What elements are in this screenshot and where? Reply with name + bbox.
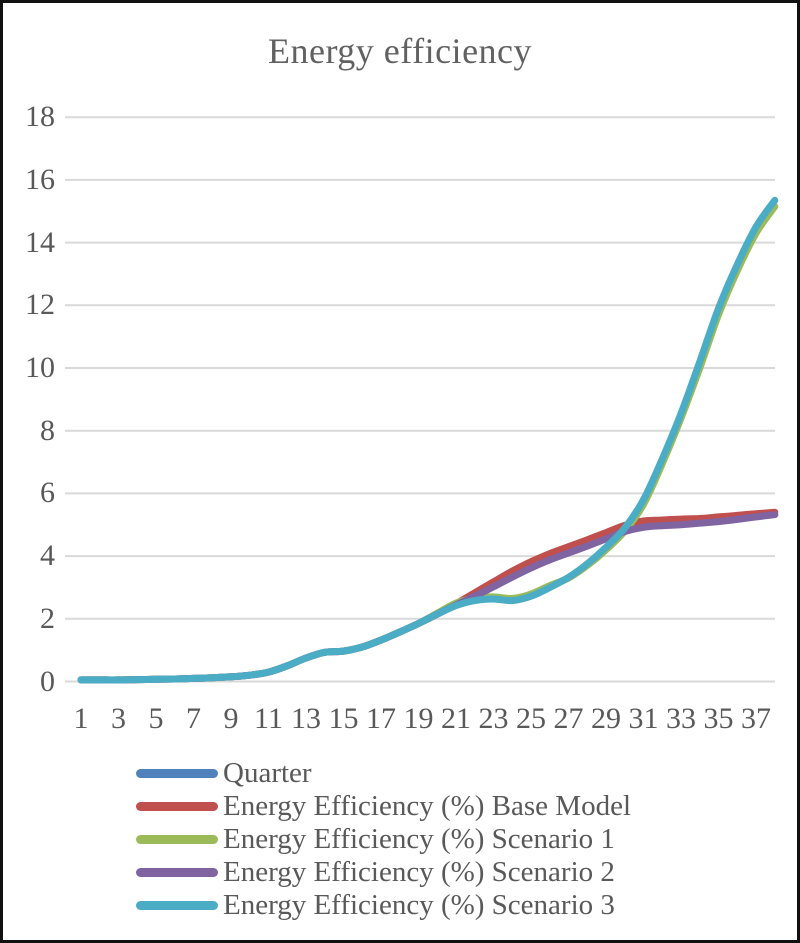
x-tick-label: 7 — [186, 702, 201, 735]
y-tick-label: 4 — [40, 539, 55, 573]
legend-item-quarter: Quarter — [136, 758, 631, 789]
x-tick-label: 13 — [291, 702, 321, 735]
x-tick-label: 31 — [628, 702, 659, 735]
series-line-scenario-3 — [77, 196, 779, 684]
chart-title: Energy efficiency — [267, 31, 533, 71]
y-tick-label: 16 — [25, 162, 55, 196]
legend-item-label: Energy Efficiency (%) Base Model — [223, 790, 632, 822]
x-tick-label: 21 — [441, 702, 471, 735]
legend-line-swatch-icon — [136, 835, 218, 844]
y-tick-label: 18 — [25, 100, 55, 134]
x-tick-label: 11 — [254, 702, 283, 735]
legend-item-label: Energy Efficiency (%) Scenario 2 — [223, 856, 615, 888]
x-tick-label: 25 — [516, 702, 546, 735]
x-tick-label: 9 — [223, 702, 239, 735]
legend-item-label: Energy Efficiency (%) Scenario 3 — [223, 889, 615, 921]
x-tick-label: 15 — [328, 702, 359, 735]
x-tick-label: 3 — [111, 702, 126, 735]
legend-item-scenario-3: Energy Efficiency (%) Scenario 3 — [136, 890, 631, 921]
y-tick-label: 12 — [25, 288, 55, 322]
legend-line-swatch-icon — [136, 769, 218, 778]
legend-item-scenario-2: Energy Efficiency (%) Scenario 2 — [136, 857, 631, 888]
y-tick-label: 0 — [40, 664, 55, 698]
x-tick-label: 37 — [741, 702, 771, 735]
y-tick-label: 8 — [40, 413, 55, 447]
legend-item-scenario-1: Energy Efficiency (%) Scenario 1 — [136, 824, 631, 855]
series-line-base-model — [77, 508, 779, 684]
x-tick-label: 27 — [553, 702, 584, 735]
x-tick-label: 19 — [403, 702, 434, 735]
x-tick-label: 5 — [148, 702, 164, 735]
x-tick-label: 23 — [478, 702, 509, 735]
y-tick-label: 6 — [40, 476, 55, 510]
y-tick-label: 2 — [40, 601, 55, 635]
series-line-scenario-2 — [77, 511, 779, 684]
legend-line-swatch-icon — [136, 802, 218, 811]
legend-line-swatch-icon — [136, 901, 218, 910]
y-tick-label: 14 — [25, 225, 55, 259]
x-tick-label: 33 — [666, 702, 696, 735]
x-tick-label: 35 — [703, 702, 734, 735]
x-tick-label: 29 — [591, 702, 621, 735]
legend-item-label: Energy Efficiency (%) Scenario 1 — [223, 823, 615, 855]
plot-area — [65, 116, 779, 684]
legend-item-base-model: Energy Efficiency (%) Base Model — [136, 791, 631, 822]
legend-item-label: Quarter — [223, 757, 312, 789]
x-tick-label: 1 — [73, 702, 89, 735]
legend-line-swatch-icon — [136, 868, 218, 877]
x-tick-label: 17 — [366, 702, 396, 735]
legend: Quarter Energy Efficiency (%) Base Model E… — [136, 758, 631, 921]
y-tick-label: 10 — [25, 351, 55, 384]
